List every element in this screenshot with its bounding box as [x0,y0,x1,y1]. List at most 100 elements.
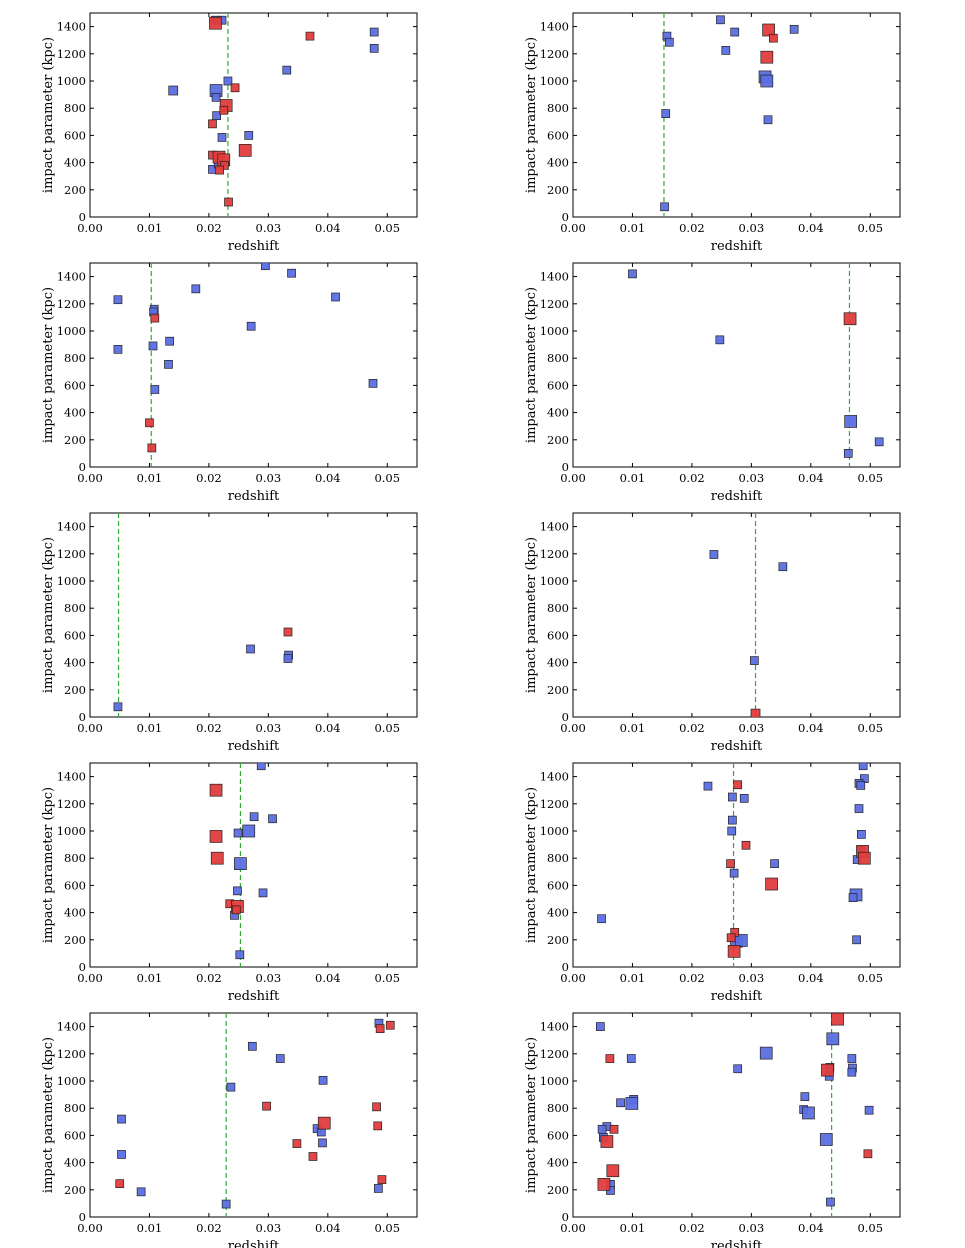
x-tick-label: 0.00 [77,721,103,735]
blue-data-point [113,702,123,712]
x-tick-label: 0.04 [798,221,824,235]
y-tick-label: 200 [64,1183,86,1197]
marks-layer [209,763,277,967]
y-tick-label: 1200 [540,797,569,811]
y-tick-label: 1400 [540,20,569,34]
x-tick-label: 0.02 [679,721,705,735]
blue-data-point [826,1032,840,1046]
y-tick-label: 400 [64,1156,86,1170]
x-tick-label: 0.05 [857,1221,883,1235]
y-tick-label: 1000 [57,324,86,338]
y-tick-label: 0 [79,710,86,724]
marks-layer [113,513,293,717]
red-data-point [733,780,743,790]
blue-data-point [597,1124,607,1134]
x-axis-label: redshift [711,1239,763,1248]
blue-data-point [661,109,671,118]
y-tick-label: 0 [79,960,86,974]
scatter-panel-5: 0.00 0.01 0.02 0.03 0.04 0.05 0 200 400 600 800 100… [41,512,418,754]
blue-data-point [749,656,759,665]
blue-data-point [847,1054,857,1063]
red-data-point [220,160,229,170]
y-axis-label: impact parameter (kpc) [41,37,56,193]
y-axis-label: impact parameter (kpc) [524,37,539,193]
x-tick-label: 0.02 [679,1221,705,1235]
scatter-panel-7: 0.00 0.01 0.02 0.03 0.04 0.05 0 200 400 600 800 100… [41,762,418,1004]
blue-data-point [857,830,866,839]
y-tick-label: 800 [547,101,569,115]
blue-data-point [261,263,270,271]
blue-data-point [664,37,674,47]
y-tick-label: 400 [547,656,569,670]
y-tick-label: 800 [64,101,86,115]
scatter-panel-8: 0.00 0.01 0.02 0.03 0.04 0.05 0 200 400 600 800 100… [524,762,901,1004]
blue-data-point [770,859,779,868]
blue-data-point [716,15,725,25]
y-tick-label: 800 [64,601,86,615]
scatter-panel-4: 0.00 0.01 0.02 0.03 0.04 0.05 0 200 400 600 800 100… [524,262,901,504]
red-data-point [385,1020,395,1030]
plot-frame [572,762,901,968]
red-data-point [209,830,223,843]
blue-data-point [242,824,256,838]
marks-layer [115,1013,395,1217]
scatter-panel-3: 0.00 0.01 0.02 0.03 0.04 0.05 0 200 400 600 800 100… [41,262,418,504]
y-tick-label: 1000 [57,74,86,88]
y-tick-label: 1200 [57,797,86,811]
x-tick-label: 0.05 [857,971,883,985]
plot-frame [89,1012,418,1218]
marks-layer [113,263,378,467]
blue-data-point [844,415,858,428]
x-axis-label: redshift [228,989,280,1004]
red-data-point [606,1164,620,1178]
x-tick-label: 0.00 [560,221,586,235]
blue-data-point [117,1150,126,1159]
blue-data-point [282,65,292,75]
marks-layer [660,13,799,217]
blue-data-point [858,763,868,771]
red-data-point [765,877,778,891]
red-data-point [262,1101,271,1111]
marks-layer [168,13,379,217]
blue-data-point [874,437,884,447]
x-tick-label: 0.01 [137,471,163,485]
y-tick-label: 800 [547,1101,569,1115]
y-axis-label: impact parameter (kpc) [41,287,56,443]
x-tick-label: 0.00 [560,971,586,985]
y-tick-label: 800 [64,351,86,365]
red-data-point [741,840,751,850]
blue-data-point [802,1106,815,1120]
blue-data-point [283,654,293,663]
y-tick-label: 200 [64,183,86,197]
x-axis-label: redshift [711,239,763,254]
blue-data-point [369,44,379,53]
x-tick-label: 0.05 [857,721,883,735]
red-data-point [283,627,293,637]
red-data-point [115,1179,125,1189]
marks-layer [709,513,788,717]
scatter-panel-2: 0.00 0.01 0.02 0.03 0.04 0.05 0 200 400 600 800 100… [524,12,901,254]
scatter-panel-9: 0.00 0.01 0.02 0.03 0.04 0.05 0 200 400 600 800 100… [41,1012,418,1248]
blue-data-point [168,85,179,96]
y-tick-label: 200 [547,933,569,947]
y-axis-label: impact parameter (kpc) [524,287,539,443]
x-tick-label: 0.04 [798,471,824,485]
blue-data-point [148,341,158,351]
x-tick-label: 0.00 [560,721,586,735]
y-tick-label: 400 [547,1156,569,1170]
x-tick-label: 0.05 [374,221,400,235]
y-tick-label: 400 [64,406,86,420]
blue-data-point [164,359,173,369]
blue-data-point [625,1097,639,1110]
y-tick-label: 600 [64,628,86,642]
y-tick-label: 0 [79,460,86,474]
blue-data-point [258,888,268,898]
plot-frame [89,762,418,968]
y-tick-label: 1400 [540,520,569,534]
blue-data-point [275,1054,285,1063]
red-data-point [726,933,736,943]
x-tick-label: 0.04 [315,471,341,485]
x-tick-label: 0.02 [679,221,705,235]
x-tick-label: 0.05 [374,471,400,485]
blue-data-point [595,1022,605,1031]
